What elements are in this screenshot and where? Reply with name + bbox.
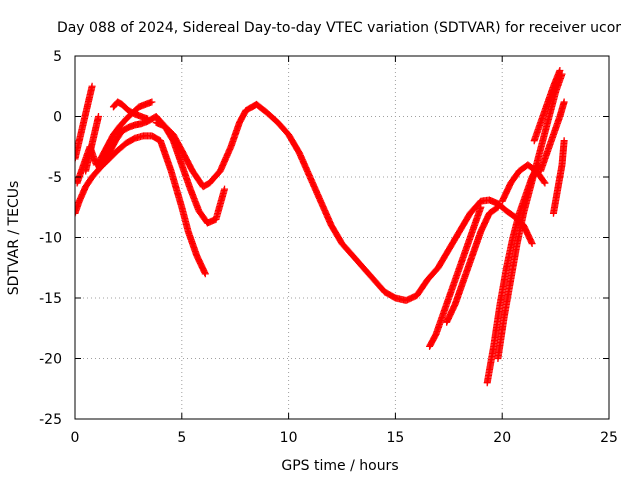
series-right-loop	[498, 161, 549, 205]
y-tick-label: -10	[39, 231, 62, 247]
axes: 0 5 10 15 20 25 5 0 -5 -10 -15 -20 -25	[39, 49, 618, 446]
data-point	[201, 270, 209, 278]
y-tick-label: 5	[53, 49, 62, 65]
data-point	[528, 240, 536, 248]
x-tick-label: 15	[386, 430, 404, 446]
data-point	[75, 155, 79, 163]
series-right-climb-1	[426, 203, 485, 350]
y-tick-label: -5	[48, 170, 62, 186]
data-point	[75, 209, 79, 217]
series-left-steep-1	[75, 82, 96, 163]
y-axis-label: SDTVAR / TECUs	[6, 181, 22, 296]
x-tick-label: 25	[600, 430, 618, 446]
series-right-top-2	[537, 98, 568, 175]
data-point	[560, 137, 568, 145]
chart-title: Day 088 of 2024, Sidereal Day-to-day VTE…	[57, 20, 621, 36]
series-left-bump	[109, 98, 152, 123]
data-point	[560, 98, 568, 106]
data-point	[494, 203, 502, 211]
y-tick-label: -25	[39, 412, 62, 428]
data-point	[94, 113, 102, 120]
x-tick-label: 0	[71, 430, 80, 446]
x-tick-label: 5	[177, 430, 186, 446]
data-point	[148, 98, 156, 106]
series-right-climb-2	[443, 203, 502, 326]
series-left-steep-2	[82, 113, 102, 175]
series-right-top-1	[530, 67, 564, 145]
data-point	[556, 67, 564, 75]
data-point	[221, 185, 229, 193]
data-points	[75, 67, 568, 387]
y-tick-label: -15	[39, 291, 62, 307]
x-tick-label: 10	[280, 430, 298, 446]
series-right-climb-4	[494, 70, 566, 362]
data-point	[493, 204, 501, 212]
series-left-lower	[75, 132, 209, 278]
data-point	[540, 178, 548, 186]
series-right-tail	[549, 137, 568, 217]
data-point	[477, 203, 485, 211]
y-tick-label: 0	[53, 110, 62, 126]
y-tick-label: -20	[39, 352, 62, 368]
x-axis-label: GPS time / hours	[281, 458, 398, 474]
data-point	[541, 179, 549, 187]
data-point	[144, 115, 152, 123]
data-point	[88, 82, 96, 90]
series-main-arc	[152, 100, 536, 304]
x-tick-label: 20	[493, 430, 511, 446]
